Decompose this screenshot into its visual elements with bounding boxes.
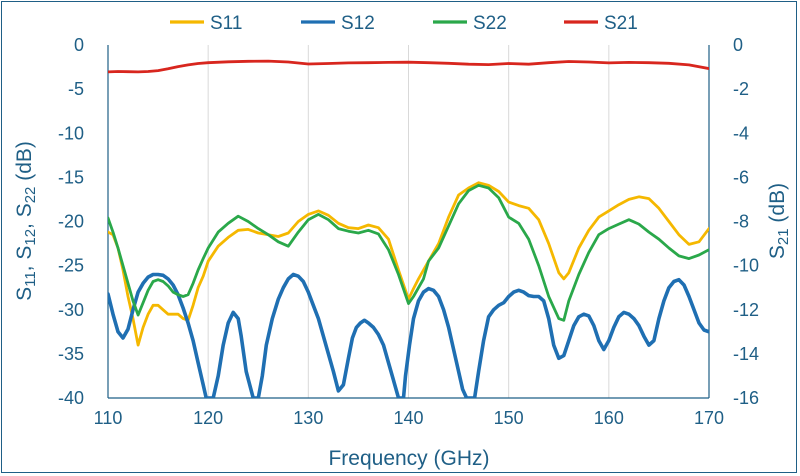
x-tick-label: 170 bbox=[694, 408, 724, 428]
legend-label-s22: S22 bbox=[473, 13, 507, 34]
y-left-tick-label: -40 bbox=[58, 388, 84, 408]
y-right-tick-label: -2 bbox=[733, 79, 749, 99]
series-line-s21 bbox=[108, 59, 709, 74]
x-tick-label: 130 bbox=[293, 408, 323, 428]
y-axis-title-right: S21 (dB) bbox=[766, 183, 792, 259]
y-right-tick-label: -14 bbox=[733, 344, 759, 364]
x-axis-title: Frequency (GHz) bbox=[328, 447, 489, 470]
y-right-tick-label: -4 bbox=[733, 123, 749, 143]
x-tick-label: 120 bbox=[193, 408, 223, 428]
series-line-s11 bbox=[108, 181, 709, 347]
x-tick-label: 140 bbox=[393, 408, 423, 428]
y-right-tick-label: -10 bbox=[733, 256, 759, 276]
y-right-tick-label: -8 bbox=[733, 212, 749, 232]
y-left-title-tail: (dB) bbox=[13, 141, 36, 187]
y-right-tick-label: -16 bbox=[733, 388, 759, 408]
y-left-tick-label: -10 bbox=[58, 123, 84, 143]
y-left-title-sub3: 22 bbox=[22, 187, 39, 204]
y-left-tick-label: -15 bbox=[58, 167, 84, 187]
y-right-title-sub: 21 bbox=[775, 228, 792, 245]
y-left-title-sep2: , S bbox=[13, 203, 36, 229]
y-left-tick-label: 0 bbox=[74, 35, 84, 55]
y-left-title-sep1: , S bbox=[13, 246, 36, 272]
y-right-title-main: S bbox=[766, 245, 789, 259]
legend: S11 S12 S22 S21 bbox=[170, 13, 638, 34]
y-left-title-sub1: 11 bbox=[22, 271, 39, 287]
y-axis-title-left: S11, S12, S22 (dB) bbox=[13, 141, 39, 301]
x-tick-label: 110 bbox=[94, 408, 123, 428]
x-tick-label: 160 bbox=[594, 408, 624, 428]
series-lines bbox=[108, 59, 709, 398]
y-left-tick-label: -5 bbox=[68, 79, 84, 99]
series-line-s12 bbox=[108, 272, 709, 398]
legend-label-s11: S11 bbox=[210, 13, 242, 34]
tick-labels: 110 120 130 140 150 160 1700-5-10-15-20-25-30-… bbox=[58, 35, 759, 428]
y-right-tick-label: 0 bbox=[733, 35, 743, 55]
y-left-title-sub2: 12 bbox=[22, 229, 39, 246]
y-left-tick-label: -20 bbox=[58, 212, 84, 232]
y-right-tick-label: -6 bbox=[733, 167, 749, 187]
y-right-tick-label: -12 bbox=[733, 300, 759, 320]
y-left-title-main: S bbox=[13, 287, 36, 301]
grid-lines bbox=[207, 45, 610, 398]
legend-label-s21: S21 bbox=[604, 13, 638, 34]
y-left-tick-label: -25 bbox=[58, 256, 84, 276]
y-left-tick-label: -30 bbox=[58, 300, 84, 320]
x-tick-label: 150 bbox=[494, 408, 524, 428]
series-line-s22 bbox=[108, 183, 709, 322]
y-left-tick-label: -35 bbox=[58, 344, 84, 364]
legend-label-s12: S12 bbox=[341, 13, 375, 34]
y-right-title-tail: (dB) bbox=[766, 183, 789, 229]
